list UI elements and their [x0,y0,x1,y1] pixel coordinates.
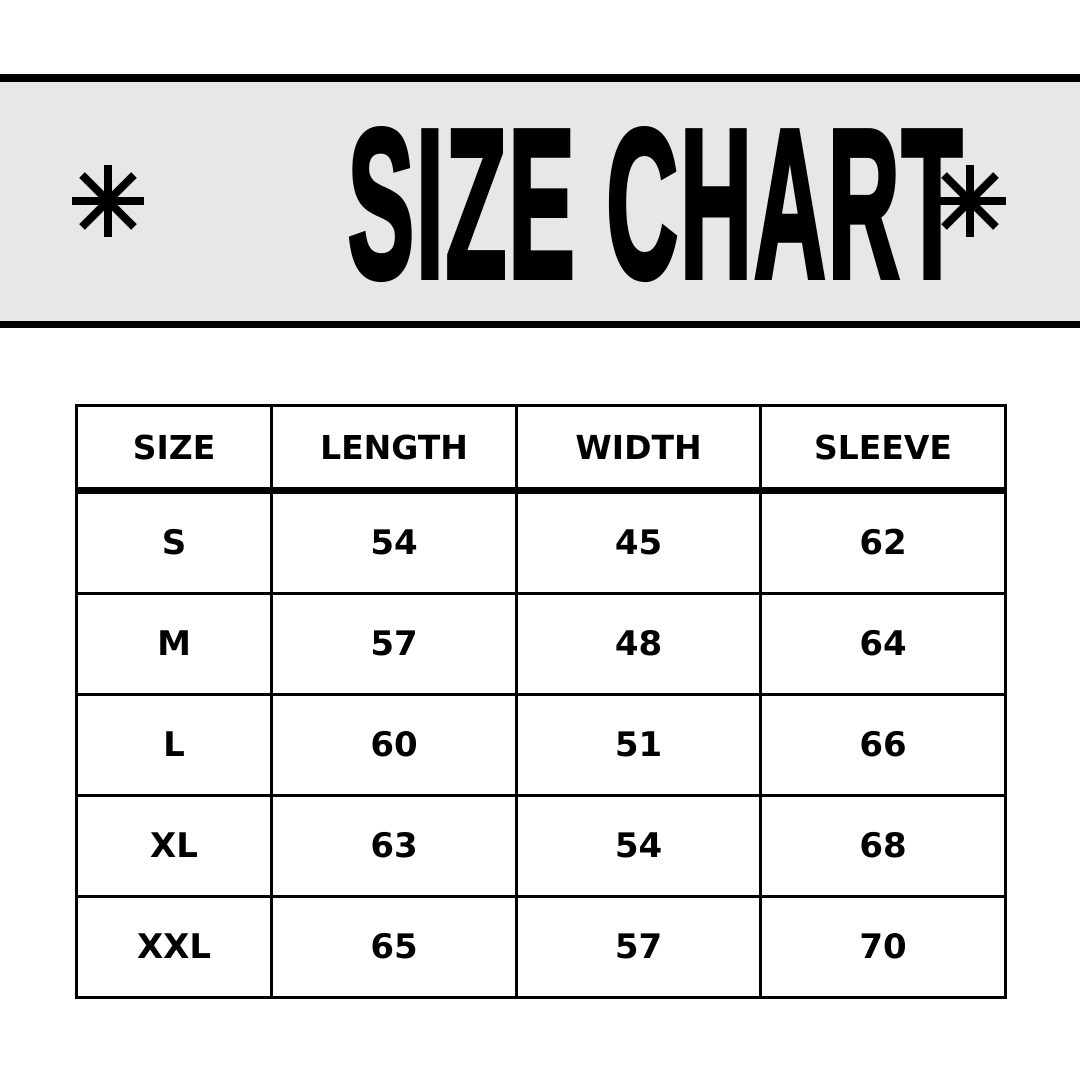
table-cell: 66 [759,693,1007,797]
column-header: SLEEVE [759,404,1007,494]
column-header: WIDTH [515,404,762,494]
table-cell: S [75,489,273,595]
table-cell: 54 [515,794,762,898]
table-row: S 54 45 62 [75,489,1007,595]
table-cell: 60 [270,693,518,797]
table-row: M 57 48 64 [75,592,1007,696]
title-band [0,74,1080,328]
table-cell: XL [75,794,273,898]
table-cell: M [75,592,273,696]
table-cell: 65 [270,895,518,999]
table-cell: 51 [515,693,762,797]
table-cell: 57 [515,895,762,999]
asterisk-icon [72,165,144,237]
size-table: SIZE LENGTH WIDTH SLEEVE S 54 45 62 M 57 48 64 L 60 5… [75,404,1007,999]
table-cell: 63 [270,794,518,898]
table-row: XXL 65 57 70 [75,895,1007,999]
table-cell: 45 [515,489,762,595]
table-cell: L [75,693,273,797]
table-cell: 62 [759,489,1007,595]
table-cell: 57 [270,592,518,696]
table-cell: 48 [515,592,762,696]
table-cell: 54 [270,489,518,595]
table-cell: 68 [759,794,1007,898]
table-header-row: SIZE LENGTH WIDTH SLEEVE [75,404,1007,494]
column-header: LENGTH [270,404,518,494]
asterisk-icon [934,165,1006,237]
table-row: L 60 51 66 [75,693,1007,797]
page-title: SIZE CHART [0,85,1080,322]
table-cell: 70 [759,895,1007,999]
column-header: SIZE [75,404,273,494]
table-cell: 64 [759,592,1007,696]
table-cell: XXL [75,895,273,999]
table-row: XL 63 54 68 [75,794,1007,898]
title-text: SIZE CHART [346,85,965,322]
